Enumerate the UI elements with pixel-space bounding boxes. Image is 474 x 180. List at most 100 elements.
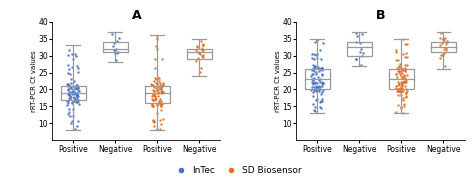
Point	[149, 88, 156, 91]
Point	[150, 120, 157, 123]
Point	[357, 47, 365, 50]
Point	[74, 86, 82, 89]
Point	[399, 81, 406, 84]
Point	[401, 74, 408, 77]
Point	[157, 105, 165, 107]
Point	[309, 86, 316, 89]
Point	[64, 82, 72, 85]
Point	[75, 103, 83, 106]
Bar	[61, 86, 86, 100]
Point	[196, 52, 203, 55]
Point	[315, 89, 323, 92]
Point	[151, 94, 159, 97]
Point	[439, 38, 447, 40]
Point	[308, 75, 315, 78]
Point	[396, 87, 404, 90]
Point	[152, 98, 160, 101]
Point	[309, 83, 317, 86]
Point	[155, 101, 163, 103]
Point	[316, 81, 323, 84]
Point	[392, 86, 400, 89]
Point	[196, 52, 204, 55]
Bar	[187, 49, 212, 59]
Point	[394, 69, 401, 72]
Point	[309, 67, 317, 70]
Point	[71, 98, 79, 101]
Point	[66, 94, 73, 97]
Point	[316, 86, 324, 89]
Point	[311, 40, 319, 43]
Point	[398, 80, 405, 83]
Point	[315, 79, 322, 82]
Point	[64, 103, 71, 106]
Point	[309, 72, 316, 75]
Point	[401, 56, 409, 59]
Point	[314, 53, 321, 56]
Point	[199, 42, 206, 45]
Point	[148, 103, 156, 105]
Point	[392, 58, 399, 61]
Point	[359, 51, 366, 54]
Point	[312, 84, 319, 87]
Point	[69, 100, 76, 103]
Point	[401, 68, 409, 71]
Point	[73, 94, 81, 97]
Point	[311, 65, 319, 68]
Point	[440, 48, 448, 51]
Point	[397, 90, 404, 93]
Point	[395, 90, 403, 93]
Point	[153, 36, 161, 39]
Point	[395, 70, 402, 73]
Point	[311, 82, 319, 84]
Point	[309, 53, 316, 56]
Point	[155, 99, 163, 102]
Point	[314, 67, 321, 70]
Point	[402, 81, 410, 84]
Point	[397, 93, 405, 96]
Point	[155, 77, 163, 80]
Point	[402, 51, 410, 54]
Point	[396, 64, 403, 67]
Point	[316, 105, 324, 108]
Point	[150, 92, 157, 95]
Point	[397, 74, 405, 77]
Point	[157, 102, 164, 104]
Point	[358, 54, 365, 57]
Point	[436, 43, 444, 46]
Point	[156, 97, 164, 100]
Point	[68, 53, 76, 56]
Point	[401, 69, 409, 72]
Point	[438, 32, 445, 35]
Point	[318, 82, 326, 85]
Point	[67, 122, 75, 125]
Point	[312, 87, 320, 90]
Point	[71, 79, 78, 82]
Bar	[346, 42, 372, 56]
Point	[155, 92, 163, 95]
Point	[157, 85, 164, 88]
Point	[399, 98, 407, 101]
Point	[67, 72, 74, 75]
Point	[318, 74, 325, 77]
Point	[310, 53, 318, 56]
Point	[309, 73, 316, 75]
Point	[110, 48, 118, 51]
Point	[309, 78, 317, 81]
Point	[159, 58, 166, 61]
Point	[154, 89, 161, 92]
Point	[403, 56, 410, 59]
Point	[154, 104, 161, 107]
Point	[154, 89, 161, 92]
Point	[197, 67, 204, 70]
Point	[110, 42, 118, 44]
Point	[150, 93, 158, 96]
Point	[394, 83, 402, 86]
Point	[318, 98, 326, 101]
Point	[319, 89, 327, 92]
Point	[70, 108, 77, 111]
Point	[156, 127, 164, 130]
Point	[73, 92, 80, 95]
Point	[352, 40, 359, 43]
Point	[159, 82, 167, 85]
Point	[318, 73, 326, 75]
